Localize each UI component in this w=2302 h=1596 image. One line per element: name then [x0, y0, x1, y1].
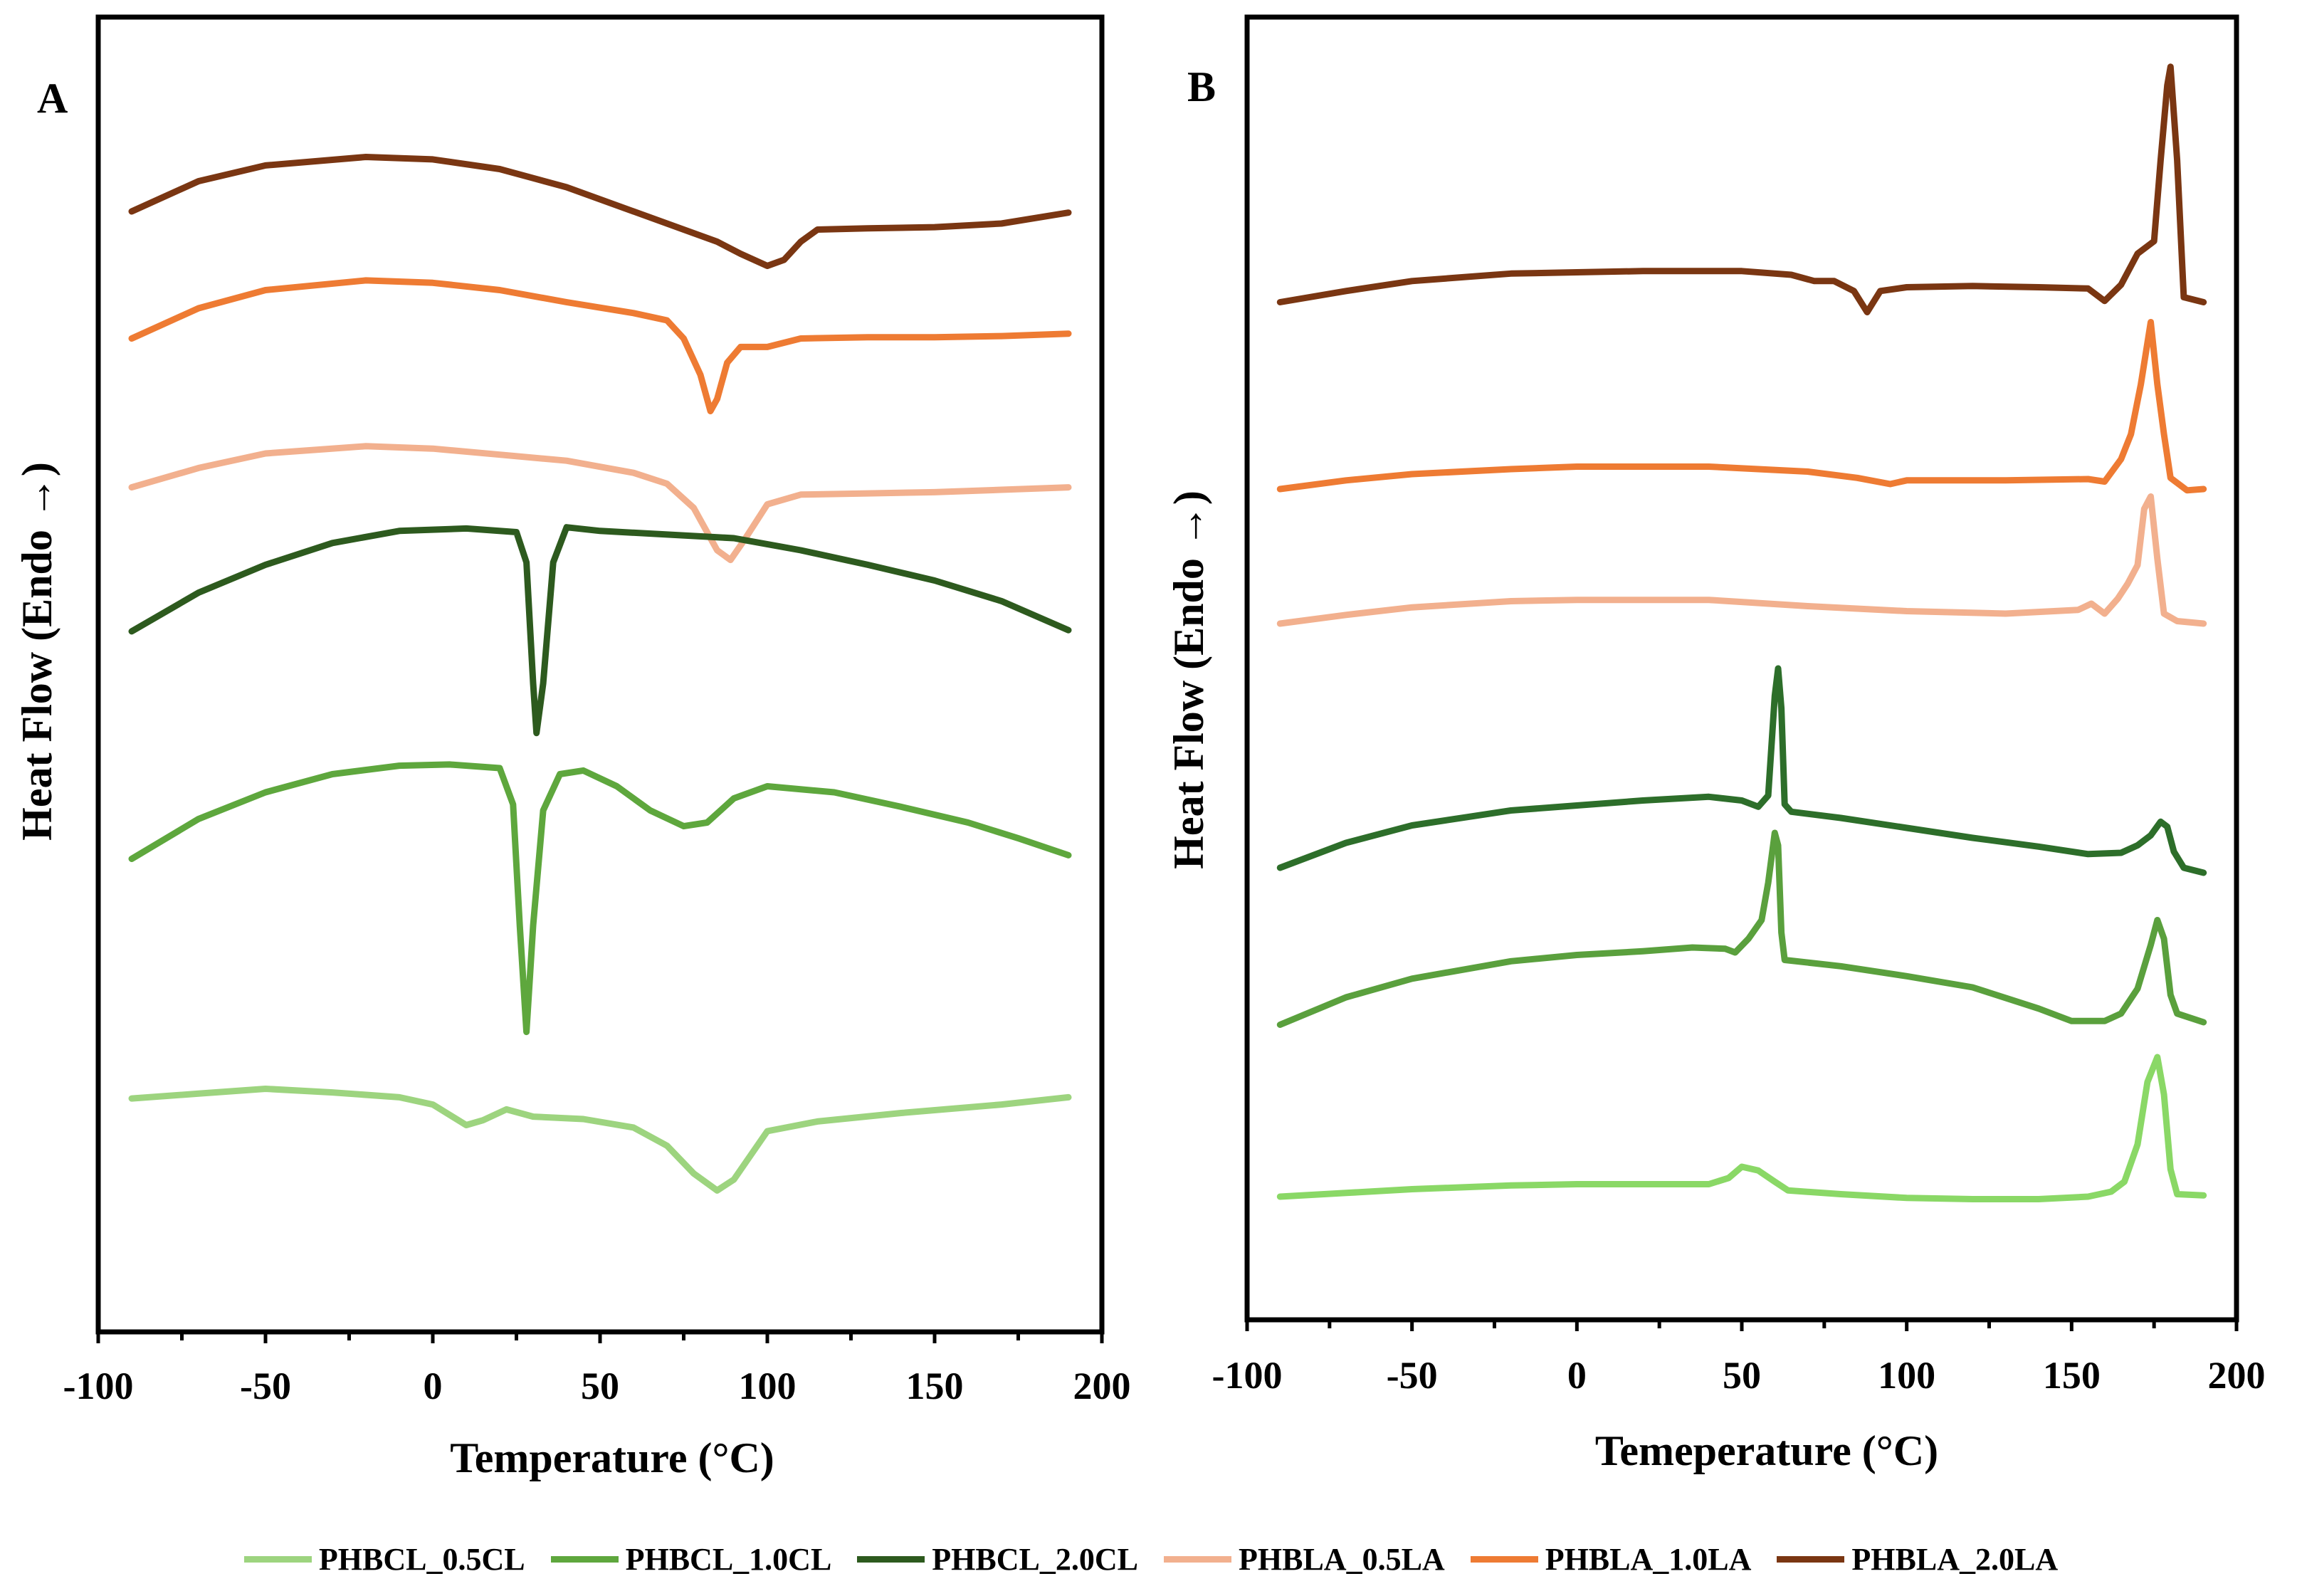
x-tick-label: -100	[63, 1365, 134, 1407]
x-tick-label: 50	[581, 1365, 619, 1407]
panel-b-label: B	[1187, 63, 1216, 110]
legend-item: PHBLA_2.0LA	[1777, 1541, 2058, 1577]
legend-item: PHBCL_0.5CL	[243, 1541, 525, 1577]
series-line-phbla-2-0la	[1276, 63, 2207, 315]
series-line-phbcl-1-0cl	[1276, 829, 2207, 1028]
legend-label: PHBLA_2.0LA	[1851, 1541, 2059, 1577]
x-tick-label: -50	[1387, 1354, 1438, 1397]
panel-a-x-tick-labels: -100 -50 0 50 100 150 200	[63, 1365, 1131, 1407]
panel-a-x-axis-label: Temperature (°C)	[450, 1434, 774, 1481]
legend-swatch	[1164, 1555, 1231, 1563]
panel-b-y-axis-label: Heat Flow (Endo →)	[1165, 490, 1212, 869]
legend-label: PHBCL_2.0CL	[932, 1541, 1138, 1577]
panel-b-series	[1276, 63, 2207, 1202]
x-tick-label: 100	[1878, 1354, 1935, 1397]
legend-item: PHBLA_0.5LA	[1164, 1541, 1445, 1577]
legend-label: PHBCL_0.5CL	[318, 1541, 525, 1577]
legend-swatch	[243, 1555, 312, 1563]
panel-a-frame	[95, 14, 1105, 1335]
legend: PHBCL_0.5CL PHBCL_1.0CL PHBCL_2.0CL PHBL…	[0, 1531, 2302, 1587]
panel-b-x-axis-label: Temeperature (°C)	[1595, 1427, 1938, 1474]
panel-b-x-ticks	[1245, 1320, 2239, 1331]
legend-swatch	[1777, 1555, 1845, 1563]
panel-b-frame	[1244, 14, 2239, 1323]
legend-label: PHBLA_1.0LA	[1545, 1541, 1752, 1577]
legend-swatch	[550, 1555, 619, 1563]
panel-b: -100 -50 0 50 100 150 200 B Temeperature (°C) …	[1165, 14, 2266, 1474]
series-line-phbla-0-5la	[1276, 493, 2207, 627]
series-line-phbla-2-0la	[128, 154, 1072, 269]
series-line-phbla-1-0la	[128, 277, 1072, 414]
x-tick-label: 200	[1073, 1365, 1131, 1407]
x-tick-label: 150	[906, 1365, 964, 1407]
x-tick-label: 50	[1723, 1354, 1761, 1397]
x-tick-label: 150	[2043, 1354, 2101, 1397]
series-line-phbcl-2-0cl	[1276, 665, 2207, 876]
series-line-phbcl-0-5cl	[1276, 1054, 2207, 1202]
legend-item: PHBLA_1.0LA	[1470, 1541, 1752, 1577]
x-tick-label: -100	[1212, 1354, 1283, 1397]
panel-a-x-ticks	[96, 1332, 1104, 1343]
panel-a-label: A	[37, 75, 68, 122]
legend-label: PHBLA_0.5LA	[1239, 1541, 1445, 1577]
series-line-phbcl-1-0cl	[128, 761, 1072, 1036]
series-line-phbcl-2-0cl	[128, 524, 1072, 737]
panel-a-series	[128, 154, 1072, 1194]
series-line-phbcl-0-5cl	[128, 1086, 1072, 1194]
legend-label: PHBCL_1.0CL	[625, 1541, 832, 1577]
x-tick-label: 0	[1567, 1354, 1587, 1397]
legend-item: PHBCL_2.0CL	[857, 1541, 1138, 1577]
series-line-phbla-0-5la	[128, 443, 1072, 564]
legend-swatch	[1470, 1555, 1538, 1563]
legend-swatch	[857, 1555, 925, 1563]
legend-item: PHBCL_1.0CL	[550, 1541, 832, 1577]
x-tick-label: 200	[2208, 1354, 2266, 1397]
panel-b-x-tick-labels: -100 -50 0 50 100 150 200	[1212, 1354, 2266, 1397]
panel-a-y-axis-label: Heat Flow (Endo →)	[14, 462, 61, 841]
x-tick-label: 100	[739, 1365, 797, 1407]
x-tick-label: -50	[240, 1365, 291, 1407]
panel-a: -100 -50 0 50 100 150 200 A Temperature (°C) H…	[14, 14, 1131, 1481]
x-tick-label: 0	[424, 1365, 443, 1407]
series-line-phbla-1-0la	[1276, 319, 2207, 494]
